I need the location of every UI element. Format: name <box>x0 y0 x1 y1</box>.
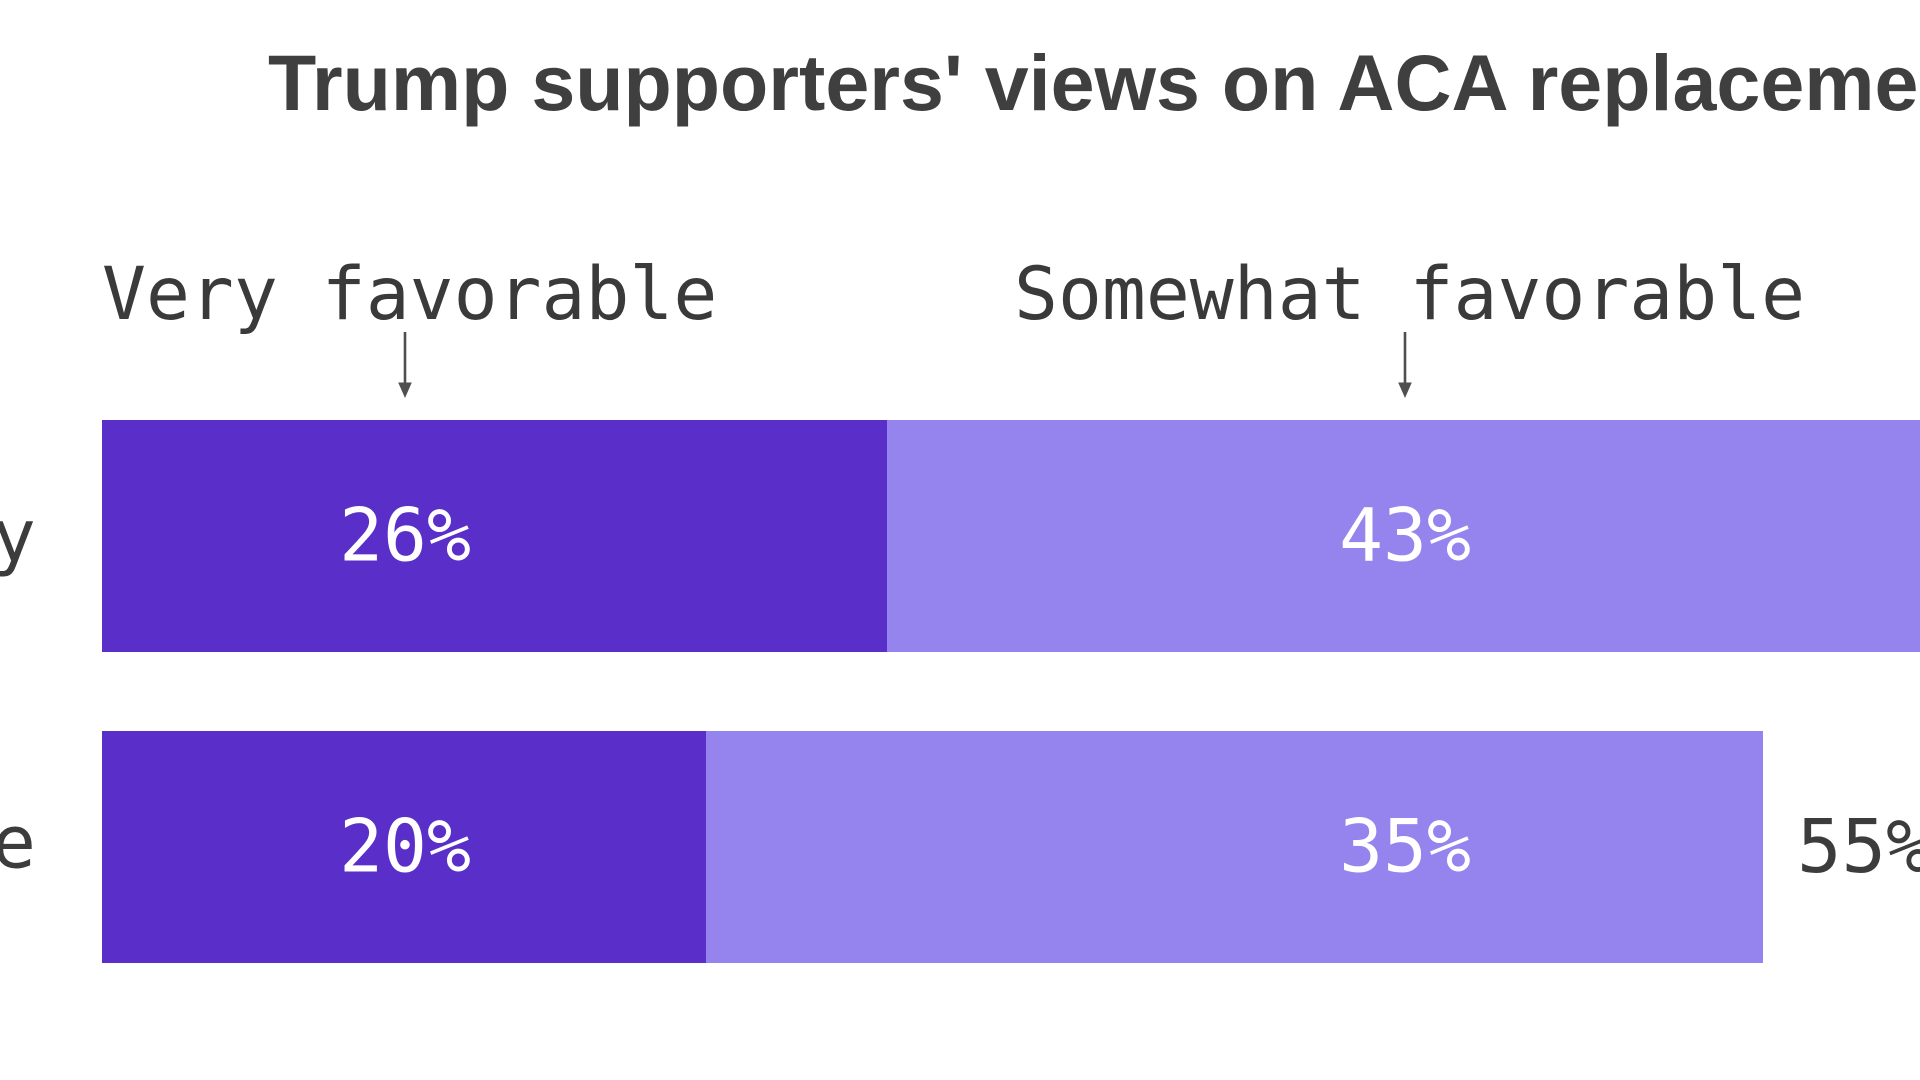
bar-value-june-somewhat-favorable: 35% <box>1339 804 1471 890</box>
bar-row-june <box>102 731 1763 963</box>
row-label-june: June <box>0 800 36 886</box>
row-label-may: May <box>0 494 36 580</box>
down-arrow-icon <box>1398 332 1412 398</box>
bar-row-may <box>102 420 1920 652</box>
annotation-label-very-favorable: Very favorable <box>102 252 718 337</box>
bar-value-may-somewhat-favorable: 43% <box>1339 493 1471 579</box>
bar-segment-may-somewhat-favorable <box>887 420 1920 652</box>
bar-total-june: 55% <box>1797 804 1920 890</box>
bar-value-june-very-favorable: 20% <box>339 804 471 890</box>
bar-value-may-very-favorable: 26% <box>339 493 471 579</box>
chart-title: Trump supporters' views on ACA replaceme… <box>268 38 1920 127</box>
annotation-label-somewhat-favorable: Somewhat favorable <box>1014 252 1806 337</box>
bar-segment-may-very-favorable <box>102 420 888 652</box>
down-arrow-icon <box>398 332 412 398</box>
bar-segment-june-somewhat-favorable <box>706 731 1763 963</box>
bar-segment-june-very-favorable <box>102 731 706 963</box>
